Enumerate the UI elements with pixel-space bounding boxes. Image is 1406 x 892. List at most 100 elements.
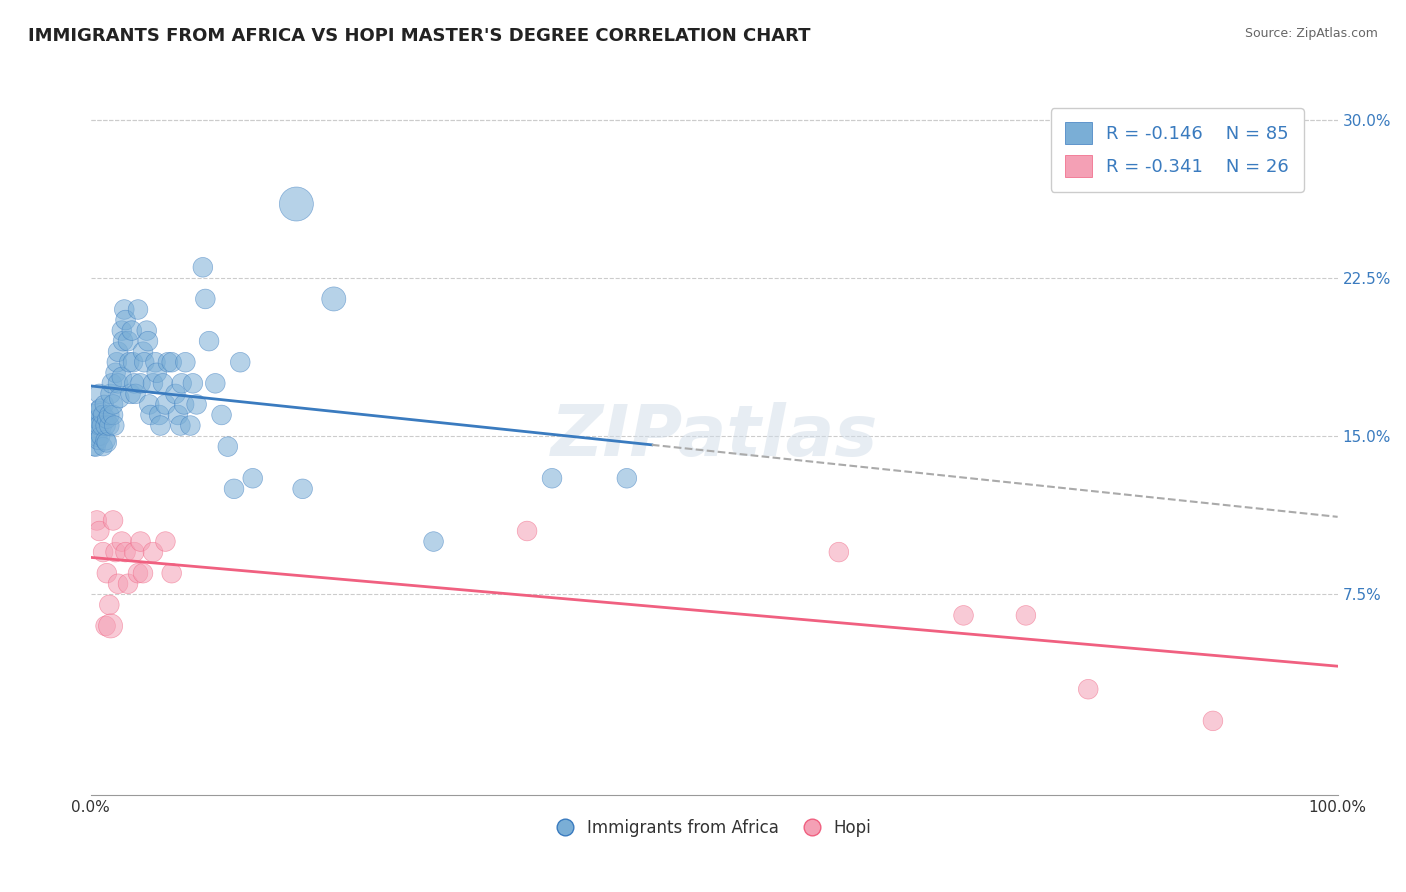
Point [422, 534, 444, 549]
Point [134, 355, 156, 369]
Point [87, 434, 110, 448]
Point [100, 619, 122, 633]
Point [117, 576, 139, 591]
Point [165, 387, 187, 401]
Point [96, 412, 118, 426]
Point [84, 440, 107, 454]
Legend: Immigrants from Africa, Hopi: Immigrants from Africa, Hopi [550, 813, 879, 844]
Point [111, 534, 134, 549]
Point [98, 598, 121, 612]
Point [174, 355, 197, 369]
Point [86, 429, 108, 443]
Point [616, 471, 638, 485]
Point [87, 403, 110, 417]
Point [952, 608, 974, 623]
Point [96, 566, 118, 581]
Point [100, 387, 122, 401]
Point [122, 545, 145, 559]
Point [211, 408, 233, 422]
Point [155, 397, 177, 411]
Point [198, 334, 221, 348]
Point [138, 397, 160, 411]
Point [103, 418, 125, 433]
Point [104, 545, 127, 559]
Point [107, 576, 129, 591]
Point [122, 355, 145, 369]
Text: ZIPatlas: ZIPatlas [550, 401, 877, 471]
Point [155, 534, 177, 549]
Point [91, 545, 114, 559]
Point [217, 440, 239, 454]
Point [1202, 714, 1225, 728]
Point [229, 355, 252, 369]
Point [291, 482, 314, 496]
Point [93, 397, 115, 411]
Point [83, 440, 105, 454]
Point [170, 376, 193, 391]
Point [129, 376, 152, 391]
Point [127, 302, 149, 317]
Point [117, 334, 139, 348]
Point [181, 376, 204, 391]
Point [107, 344, 129, 359]
Point [160, 566, 183, 581]
Point [148, 408, 170, 422]
Point [173, 397, 195, 411]
Point [96, 435, 118, 450]
Point [132, 566, 155, 581]
Point [82, 418, 104, 433]
Point [1077, 682, 1099, 697]
Point [121, 324, 143, 338]
Point [89, 524, 111, 538]
Point [90, 401, 112, 416]
Point [242, 471, 264, 485]
Point [145, 366, 167, 380]
Point [90, 429, 112, 443]
Point [114, 545, 136, 559]
Text: IMMIGRANTS FROM AFRICA VS HOPI MASTER'S DEGREE CORRELATION CHART: IMMIGRANTS FROM AFRICA VS HOPI MASTER'S … [28, 27, 811, 45]
Point [160, 355, 183, 369]
Point [149, 418, 172, 433]
Point [98, 408, 121, 422]
Point [111, 324, 134, 338]
Point [112, 302, 135, 317]
Point [105, 355, 128, 369]
Point [169, 418, 191, 433]
Point [285, 197, 308, 211]
Point [322, 292, 344, 306]
Point [90, 418, 112, 433]
Point [118, 355, 141, 369]
Point [94, 434, 117, 448]
Point [139, 408, 162, 422]
Point [145, 355, 167, 369]
Point [132, 344, 155, 359]
Point [86, 513, 108, 527]
Point [94, 418, 117, 433]
Point [101, 513, 124, 527]
Point [91, 440, 114, 454]
Text: Source: ZipAtlas.com: Source: ZipAtlas.com [1244, 27, 1378, 40]
Point [111, 370, 134, 384]
Point [179, 418, 201, 433]
Point [101, 408, 124, 422]
Point [89, 418, 111, 433]
Point [104, 366, 127, 380]
Point [194, 292, 217, 306]
Point [120, 387, 142, 401]
Point [191, 260, 214, 275]
Point [122, 376, 145, 391]
Point [222, 482, 245, 496]
Point [91, 408, 114, 422]
Point [86, 412, 108, 426]
Point [541, 471, 564, 485]
Point [101, 376, 124, 391]
Point [516, 524, 538, 538]
Point [107, 376, 129, 391]
Point [136, 334, 159, 348]
Point [108, 391, 131, 405]
Point [152, 376, 174, 391]
Point [114, 313, 136, 327]
Point [167, 408, 190, 422]
Point [129, 534, 152, 549]
Point [156, 355, 179, 369]
